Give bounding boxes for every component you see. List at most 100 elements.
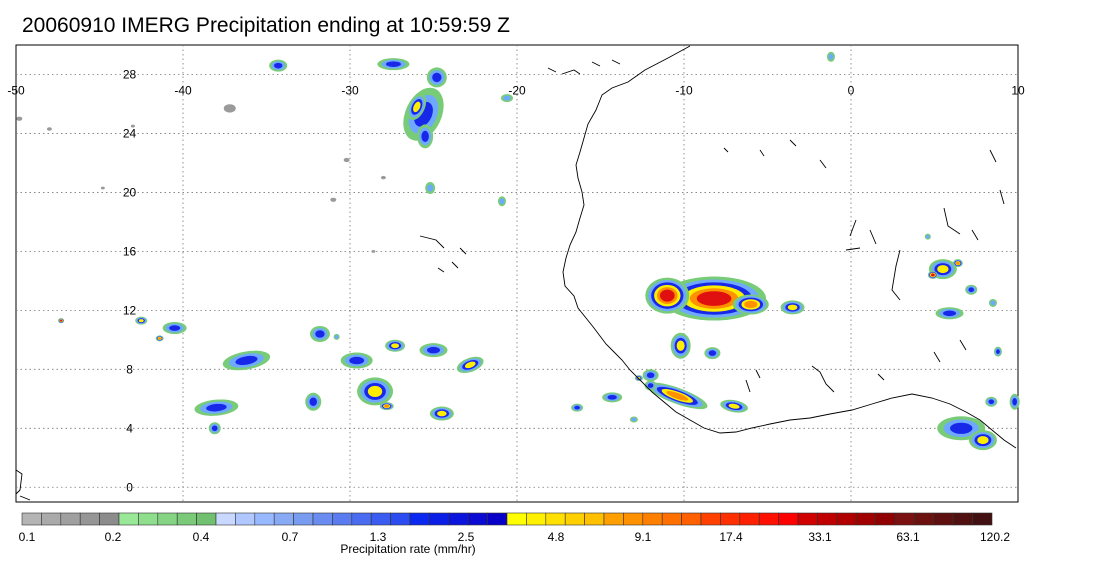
lon-tick-label: -10 [675, 83, 693, 97]
precip-light-cell [223, 104, 236, 113]
colorbar-swatch [758, 512, 779, 526]
colorbar-label: Precipitation rate (mm/hr) [340, 542, 475, 556]
colorbar-tick-label: 63.1 [896, 530, 920, 544]
precip-light-cell [380, 175, 386, 180]
colorbar-swatch [79, 512, 100, 526]
precip-cell [349, 356, 365, 365]
precip-cell [464, 361, 476, 369]
precip-cell [421, 130, 429, 142]
precip-light-cell [343, 157, 350, 163]
precip-cell [138, 319, 144, 323]
precip-light-cell [46, 127, 52, 131]
colorbar-tick-label: 0.4 [193, 530, 210, 544]
precip-cell [391, 343, 400, 349]
colorbar-swatch [429, 512, 450, 526]
colorbar-swatch [176, 512, 197, 526]
colorbar-swatch [467, 512, 488, 526]
colorbar-swatch [332, 512, 353, 526]
precip-light-cell [371, 249, 376, 253]
precip-cell [787, 304, 798, 311]
colorbar-swatch [720, 512, 741, 526]
precip-cell [990, 300, 996, 306]
precip-cell [309, 397, 317, 406]
colorbar: 0.1 0.2 0.4 0.7 1.3 2.5 4.8 9.1 17.4 33.1 63.1 120.… [19, 512, 1010, 544]
colorbar-swatch [409, 512, 430, 526]
precip-light-cell [130, 124, 135, 128]
coastline-path [562, 45, 1017, 449]
precip-cell [437, 410, 447, 417]
precip-cell [1012, 398, 1017, 406]
precipitation-field [16, 51, 1020, 451]
precip-cell [574, 405, 580, 410]
colorbar-swatch [739, 512, 760, 526]
colorbar-tick-label: 0.1 [19, 530, 36, 544]
precip-cell [950, 422, 973, 434]
lon-tick-label: -40 [174, 83, 192, 97]
precip-cell [696, 291, 732, 306]
precip-cell [744, 300, 758, 309]
lon-tick-label: -20 [508, 83, 526, 97]
precip-cell [432, 72, 442, 83]
colorbar-swatch [972, 512, 993, 526]
colorbar-swatch [855, 512, 876, 526]
colorbar-swatch [700, 512, 721, 526]
precip-cell [235, 355, 258, 366]
precip-cell [499, 198, 505, 205]
precip-cell [385, 61, 401, 67]
inland-features [745, 339, 967, 393]
colorbar-swatch [138, 512, 159, 526]
precip-cell [988, 399, 995, 405]
precip-light-cell [330, 197, 337, 202]
colorbar-swatch [642, 512, 663, 526]
precip-cell [647, 383, 654, 388]
colorbar-swatch [894, 512, 915, 526]
colorbar-swatch [584, 512, 605, 526]
lon-tick-label: -30 [341, 83, 359, 97]
colorbar-swatch [293, 512, 314, 526]
colorbar-tick-label: 120.2 [980, 530, 1010, 544]
precip-cell [828, 53, 834, 60]
axis-labels: -50 -40 -30 -20 -10 0 10 0 4 8 12 16 20 24 28 [7, 67, 1025, 494]
lat-tick-label: 0 [126, 480, 133, 494]
precip-cell [503, 95, 511, 101]
precip-cell [937, 265, 949, 274]
precip-cell [659, 289, 675, 302]
colorbar-swatch [817, 512, 838, 526]
lat-tick-label: 24 [123, 126, 137, 140]
colorbar-swatch [41, 512, 62, 526]
lat-tick-label: 20 [123, 185, 137, 199]
colorbar-swatch [681, 512, 702, 526]
lakes-and-rivers [723, 139, 1005, 301]
precip-cell [666, 391, 689, 401]
lon-tick-label: 0 [848, 83, 855, 97]
colorbar-swatch [875, 512, 896, 526]
colorbar-swatch [118, 512, 139, 526]
precip-light-cell [100, 186, 105, 190]
colorbar-swatch [564, 512, 585, 526]
map-title: 20060910 IMERG Precipitation ending at 1… [22, 14, 510, 37]
precip-cell [315, 330, 325, 338]
colorbar-tick-label: 2.5 [458, 530, 475, 544]
colorbar-swatch [254, 512, 275, 526]
map-frame [15, 44, 1019, 503]
precip-cell [427, 184, 434, 192]
graticule-grid [16, 45, 1018, 502]
precip-cell [169, 325, 181, 331]
lon-tick-label: 10 [1011, 83, 1025, 97]
precip-cell [158, 337, 162, 340]
precip-cell [607, 394, 617, 400]
colorbar-swatch [603, 512, 624, 526]
precip-cell [956, 261, 960, 265]
precip-cell [211, 425, 218, 432]
colorbar-swatch [60, 512, 81, 526]
precip-cell [931, 273, 935, 277]
precip-cell [60, 319, 63, 322]
precip-cell [977, 436, 989, 445]
precip-cell [676, 340, 685, 351]
colorbar-tick-label: 4.8 [548, 530, 565, 544]
precip-cell [996, 349, 1000, 354]
colorbar-swatch [157, 512, 178, 526]
colorbar-swatch [215, 512, 236, 526]
precip-cell [728, 403, 740, 409]
colorbar-tick-label: 33.1 [808, 530, 832, 544]
